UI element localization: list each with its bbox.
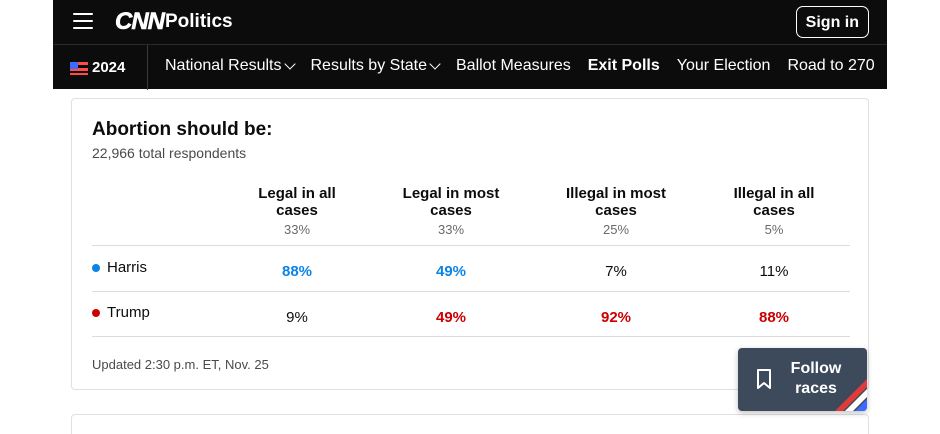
nav-results-by-state-label: Results by State <box>310 57 428 74</box>
table-cell: 11% <box>759 263 789 280</box>
brand[interactable]: CNN Politics <box>115 8 233 36</box>
follow-races-label: Follow races <box>786 359 846 399</box>
column-header: Legal in all cases 33% <box>222 185 372 237</box>
top-header: CNN Politics Sign in <box>53 0 887 44</box>
table-cell: 88% <box>281 263 313 280</box>
chevron-down-icon <box>429 57 441 70</box>
us-flag-icon <box>70 61 88 75</box>
chevron-down-icon <box>283 57 296 70</box>
trump-dot-icon <box>92 308 100 317</box>
table-cell: 9% <box>286 309 308 326</box>
candidate-name: Harris <box>107 259 147 276</box>
follow-races-button[interactable]: Follow races <box>738 348 867 411</box>
column-label: Illegal in most cases <box>565 185 667 219</box>
candidate-label: Harris <box>92 259 147 276</box>
table-cell: 92% <box>600 309 632 326</box>
column-share: 25% <box>602 222 630 237</box>
nav-divider <box>147 45 148 90</box>
nav-national-results[interactable]: National Results <box>165 57 296 75</box>
candidate-label: Trump <box>92 304 150 321</box>
column-label: Legal in most cases <box>402 185 500 219</box>
nav-results-by-state[interactable]: Results by State <box>310 57 441 75</box>
divider <box>92 291 850 292</box>
harris-dot-icon <box>92 263 100 272</box>
follow-line1: Follow <box>790 360 842 377</box>
column-header: Legal in most cases 33% <box>376 185 526 237</box>
column-label: Legal in all cases <box>258 185 336 219</box>
table-cell: 49% <box>435 263 467 280</box>
column-share: 33% <box>437 222 465 237</box>
divider <box>92 245 850 246</box>
nav-national-results-label: National Results <box>165 57 282 74</box>
poll-question: Abortion should be: <box>92 119 273 140</box>
column-share: 33% <box>283 222 311 237</box>
election-nav: 2024 National Results Results by State B… <box>53 44 887 90</box>
cnn-logo[interactable]: CNN <box>115 8 166 36</box>
nav-ballot-measures[interactable]: Ballot Measures <box>456 57 571 74</box>
year-label: 2024 <box>92 59 126 76</box>
respondent-count: 22,966 total respondents <box>92 145 247 161</box>
column-header: Illegal in all cases 5% <box>699 185 849 237</box>
updated-timestamp: Updated 2:30 p.m. ET, Nov. 25 <box>92 357 269 372</box>
sign-in-button[interactable]: Sign in <box>795 6 869 38</box>
year-tab[interactable]: 2024 <box>70 59 125 76</box>
nav-road-to-270[interactable]: Road to 270 <box>787 57 875 74</box>
exit-poll-card: Abortion should be: 22,966 total respond… <box>71 98 869 390</box>
divider <box>92 336 850 337</box>
table-cell: 7% <box>605 263 627 280</box>
nav-exit-polls[interactable]: Exit Polls <box>587 57 660 74</box>
column-label: Illegal in all cases <box>733 185 815 219</box>
follow-line2: races <box>795 380 837 397</box>
table-cell: 88% <box>758 309 790 326</box>
column-share: 5% <box>764 222 784 237</box>
menu-icon[interactable] <box>73 13 93 29</box>
nav-items: National Results Results by State Ballot… <box>165 57 892 75</box>
table-cell: 49% <box>435 309 467 326</box>
candidate-name: Trump <box>107 304 150 321</box>
section-title[interactable]: Politics <box>165 11 233 32</box>
next-card <box>71 414 869 434</box>
flag-stripes-icon <box>835 379 867 411</box>
bookmark-icon <box>757 369 771 389</box>
nav-your-election[interactable]: Your Election <box>676 57 771 74</box>
column-header: Illegal in most cases 25% <box>541 185 691 237</box>
